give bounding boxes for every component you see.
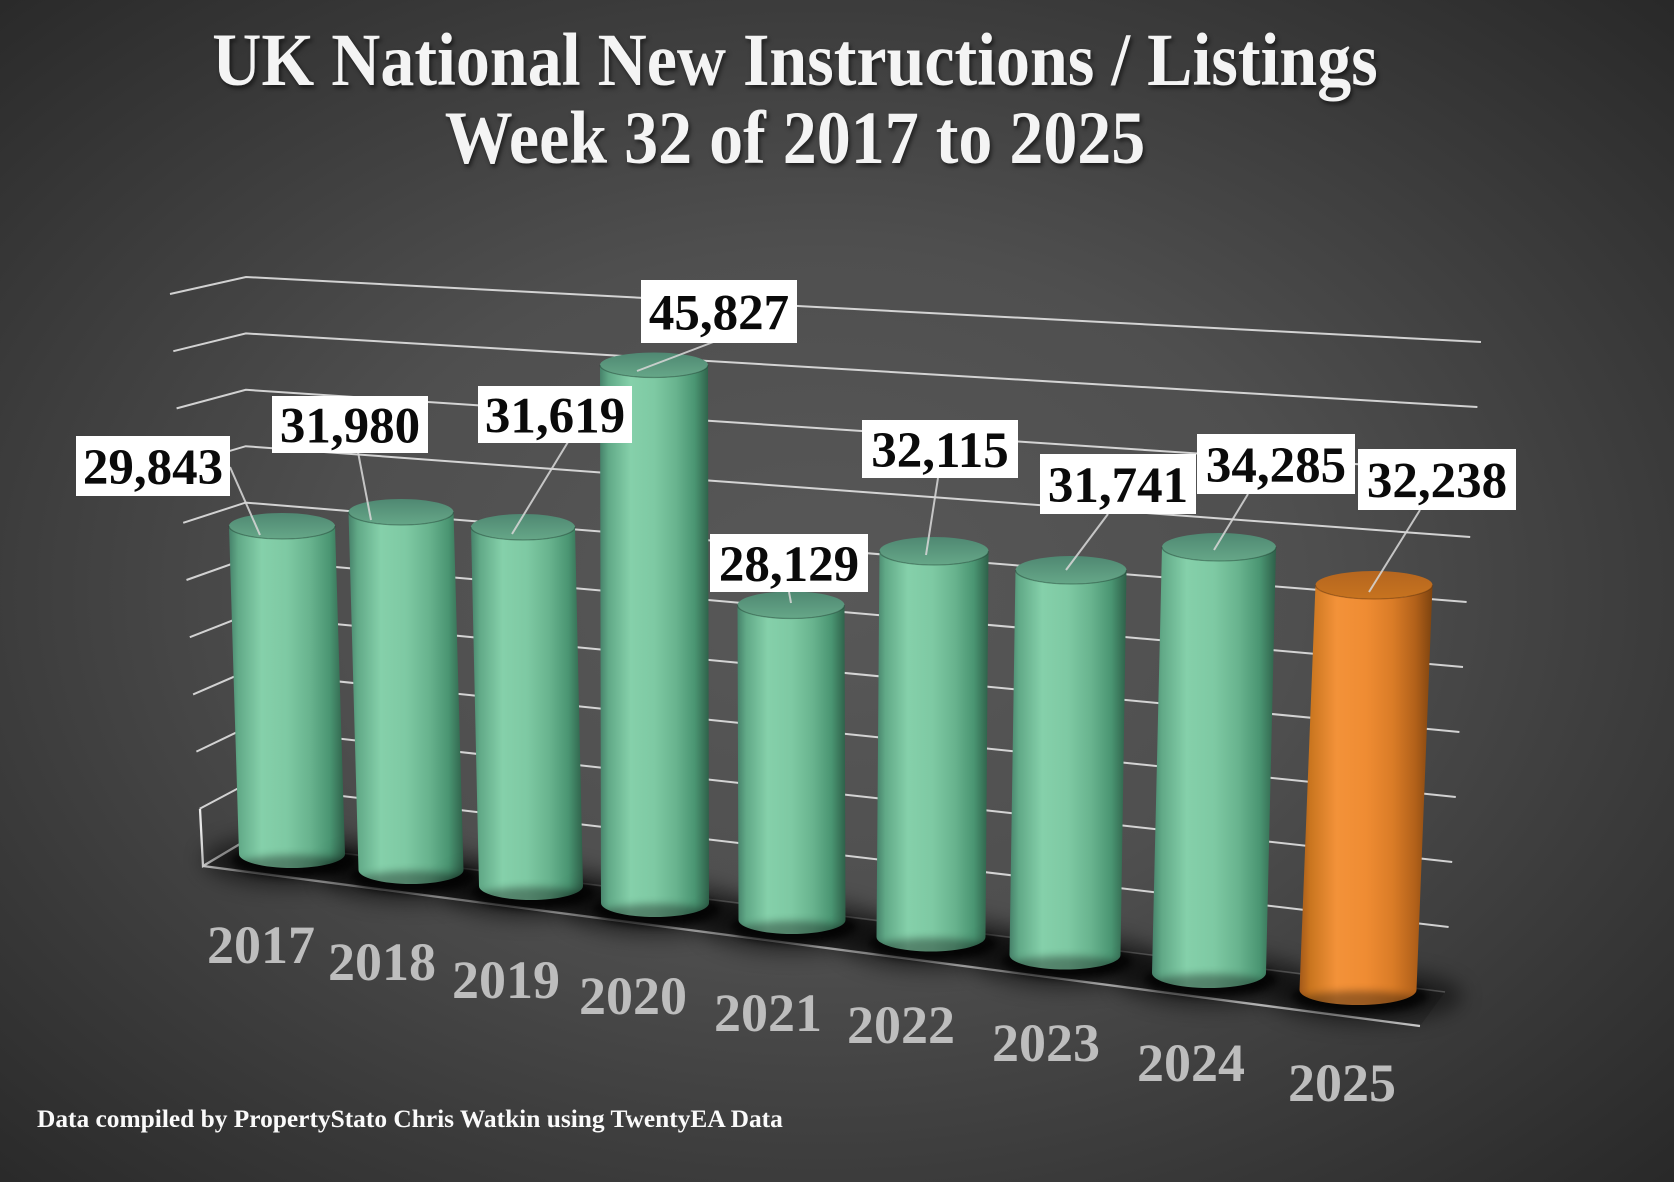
svg-text:28,129: 28,129: [719, 537, 859, 593]
svg-text:31,741: 31,741: [1048, 458, 1188, 514]
svg-text:34,285: 34,285: [1206, 438, 1346, 494]
svg-text:32,238: 32,238: [1367, 454, 1507, 510]
svg-text:Week 32 of 2017 to 2025: Week 32 of 2017 to 2025: [445, 97, 1146, 180]
svg-text:Data compiled by PropertyStato: Data compiled by PropertyStato Chris Wat…: [37, 1105, 783, 1133]
svg-text:32,115: 32,115: [871, 423, 1008, 479]
svg-text:45,827: 45,827: [649, 286, 789, 342]
svg-text:2025: 2025: [1288, 1053, 1396, 1113]
svg-text:31,980: 31,980: [280, 399, 420, 455]
svg-text:2024: 2024: [1137, 1033, 1245, 1093]
svg-text:31,619: 31,619: [485, 389, 625, 445]
svg-text:2017: 2017: [207, 915, 315, 975]
svg-text:29,843: 29,843: [83, 440, 223, 496]
svg-text:2022: 2022: [847, 995, 955, 1055]
svg-text:2018: 2018: [328, 932, 436, 992]
svg-text:2021: 2021: [714, 983, 822, 1043]
svg-text:UK National New Instructions /: UK National New Instructions / Listings: [212, 19, 1377, 102]
svg-text:2019: 2019: [452, 950, 560, 1010]
svg-text:2023: 2023: [992, 1013, 1100, 1073]
svg-text:2020: 2020: [579, 966, 687, 1026]
